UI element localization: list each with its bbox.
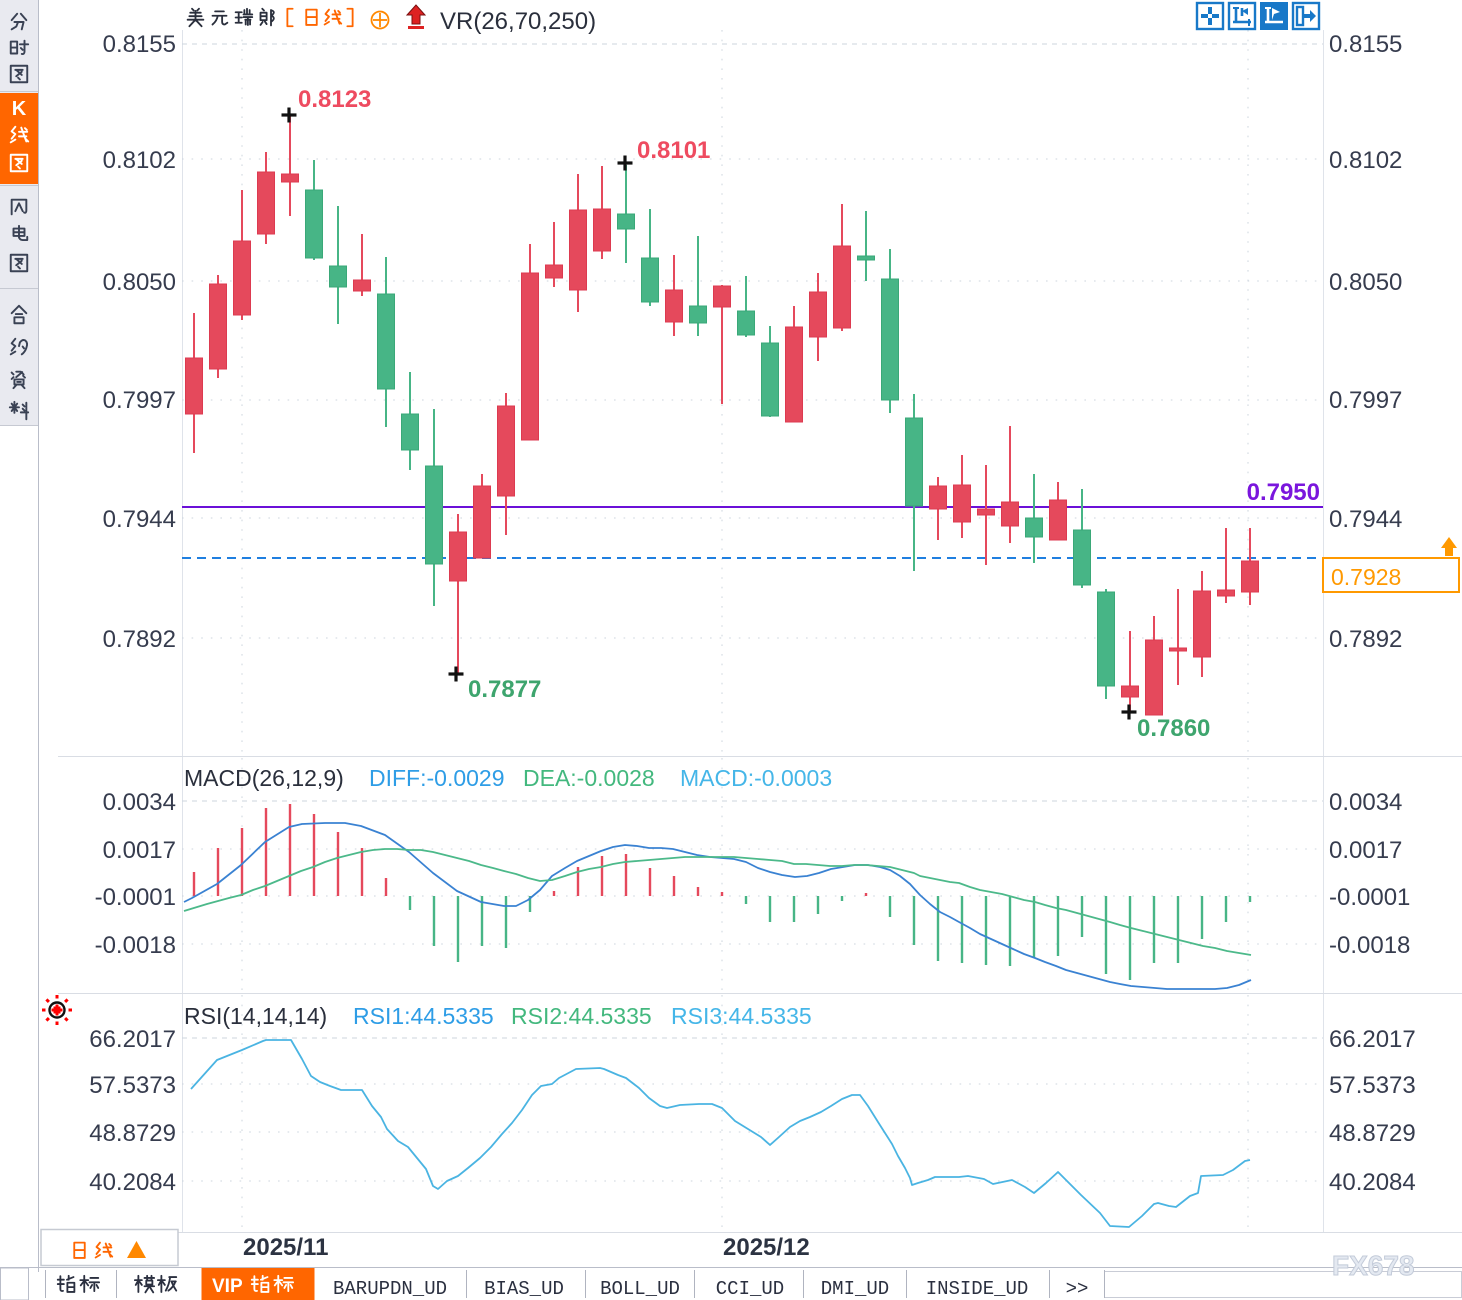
svg-text:-0.0018: -0.0018 — [1329, 932, 1410, 959]
svg-text:0.8102: 0.8102 — [103, 147, 176, 174]
svg-text:0.8101: 0.8101 — [637, 137, 710, 164]
svg-text:DMI_UD: DMI_UD — [821, 1278, 889, 1300]
svg-text:MACD(26,12,9): MACD(26,12,9) — [184, 765, 344, 791]
svg-text:-0.0001: -0.0001 — [1329, 884, 1410, 911]
svg-text:MACD:-0.0003: MACD:-0.0003 — [680, 765, 832, 791]
svg-text:-0.0018: -0.0018 — [95, 932, 176, 959]
svg-text:INSIDE_UD: INSIDE_UD — [926, 1278, 1029, 1300]
svg-text:0.7892: 0.7892 — [103, 626, 176, 653]
svg-text:0.7950: 0.7950 — [1247, 479, 1320, 506]
svg-text:0.0034: 0.0034 — [1329, 789, 1402, 816]
svg-text:CCI_UD: CCI_UD — [716, 1278, 784, 1300]
svg-text:BIAS_UD: BIAS_UD — [484, 1278, 564, 1300]
svg-text:66.2017: 66.2017 — [1329, 1026, 1416, 1053]
svg-text:0.8050: 0.8050 — [1329, 269, 1402, 296]
svg-text:40.2084: 40.2084 — [1329, 1169, 1416, 1196]
svg-text:RSI(14,14,14): RSI(14,14,14) — [184, 1003, 327, 1029]
svg-text:VIP: VIP — [212, 1276, 243, 1297]
svg-text:66.2017: 66.2017 — [89, 1026, 176, 1053]
svg-text:57.5373: 57.5373 — [1329, 1072, 1416, 1099]
svg-text:FX678: FX678 — [1332, 1250, 1415, 1281]
svg-text:0.7860: 0.7860 — [1137, 715, 1210, 742]
svg-text:RSI1:44.5335: RSI1:44.5335 — [353, 1003, 494, 1029]
svg-text:DIFF:-0.0029: DIFF:-0.0029 — [369, 765, 505, 791]
svg-text:0.7944: 0.7944 — [1329, 506, 1402, 533]
svg-text:40.2084: 40.2084 — [89, 1169, 176, 1196]
svg-text:0.7997: 0.7997 — [1329, 387, 1402, 414]
svg-text:0.7997: 0.7997 — [103, 387, 176, 414]
svg-text:0.8050: 0.8050 — [103, 269, 176, 296]
svg-text:VR(26,70,250): VR(26,70,250) — [440, 8, 596, 35]
svg-text:48.8729: 48.8729 — [1329, 1120, 1416, 1147]
svg-text:0.0034: 0.0034 — [103, 789, 176, 816]
svg-text:0.8123: 0.8123 — [298, 86, 371, 113]
svg-text:0.7877: 0.7877 — [468, 676, 541, 703]
svg-text:48.8729: 48.8729 — [89, 1120, 176, 1147]
svg-text:0.7928: 0.7928 — [1331, 564, 1401, 590]
svg-text:0.0017: 0.0017 — [103, 837, 176, 864]
svg-text:-0.0001: -0.0001 — [95, 884, 176, 911]
svg-text:0.0017: 0.0017 — [1329, 837, 1402, 864]
svg-text:RSI2:44.5335: RSI2:44.5335 — [511, 1003, 652, 1029]
svg-text:0.8155: 0.8155 — [1329, 31, 1402, 58]
svg-text:0.8155: 0.8155 — [103, 31, 176, 58]
svg-text:57.5373: 57.5373 — [89, 1072, 176, 1099]
svg-text:BARUPDN_UD: BARUPDN_UD — [333, 1278, 447, 1300]
svg-text:>>: >> — [1066, 1278, 1089, 1300]
svg-text:0.8102: 0.8102 — [1329, 147, 1402, 174]
svg-text:RSI3:44.5335: RSI3:44.5335 — [671, 1003, 812, 1029]
svg-text:BOLL_UD: BOLL_UD — [600, 1278, 680, 1300]
svg-text:0.7944: 0.7944 — [103, 506, 176, 533]
svg-text:2025/12: 2025/12 — [723, 1234, 810, 1261]
svg-text:0.7892: 0.7892 — [1329, 626, 1402, 653]
svg-text:K: K — [12, 98, 27, 120]
svg-text:2025/11: 2025/11 — [243, 1234, 328, 1261]
svg-text:DEA:-0.0028: DEA:-0.0028 — [523, 765, 655, 791]
